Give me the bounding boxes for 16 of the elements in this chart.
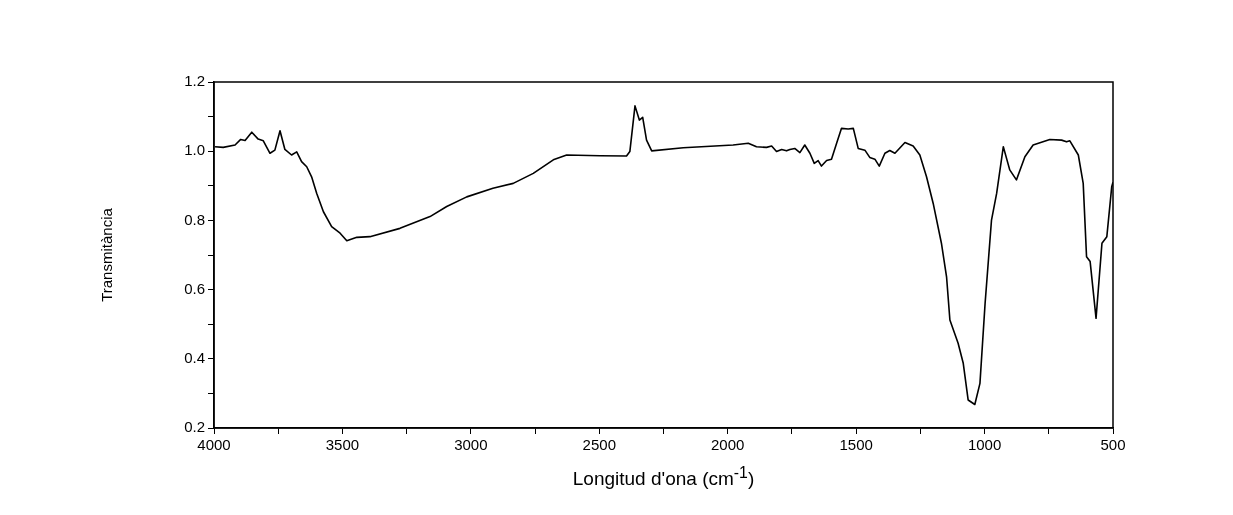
x-tick-label: 500 (1100, 436, 1126, 454)
y-tick-label: 0.6 (184, 279, 205, 297)
x-tick-label: 4000 (197, 436, 231, 454)
y-tick-label: 0.8 (184, 210, 205, 228)
x-axis-title: Longitud d'ona (cm$^{-1}$) (571, 464, 756, 491)
x-tick-label: 2500 (582, 436, 616, 454)
y-tick-label: 1.0 (184, 141, 205, 159)
y-tick-label: 0.2 (184, 418, 205, 436)
y-tick-label: 1.2 (184, 72, 205, 90)
y-axis-title: Transmitància (97, 208, 115, 302)
x-tick-label: 1500 (839, 436, 873, 454)
x-tick-label: 3000 (454, 436, 488, 454)
x-tick-label: 1000 (967, 436, 1002, 454)
x-tick-label: 2000 (711, 436, 745, 454)
y-tick-label: 0.4 (184, 348, 205, 366)
x-tick-label: 3500 (325, 436, 360, 454)
